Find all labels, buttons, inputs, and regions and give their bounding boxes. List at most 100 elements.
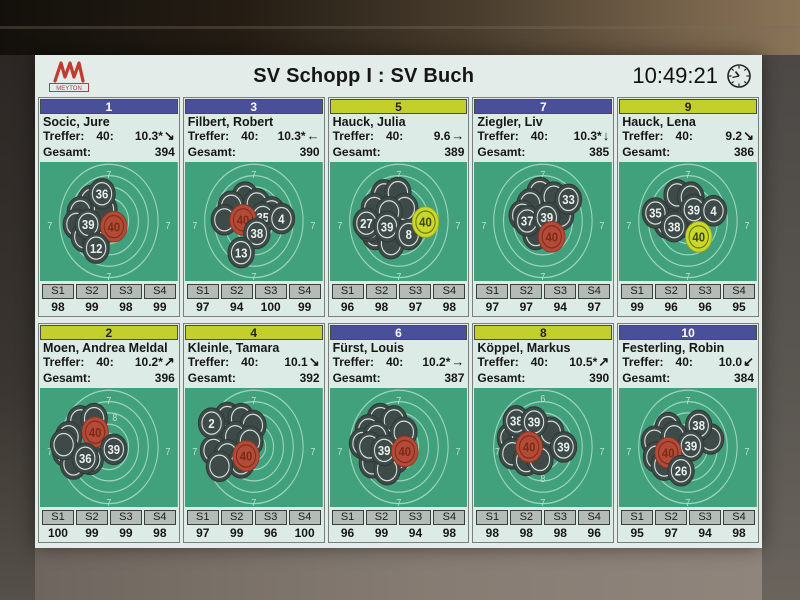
target-svg: 7 7 7 7 27 39 8 40 [329,162,468,281]
series-score: 97 [664,526,678,540]
series-column-header: S3 [544,284,577,299]
svg-text:40: 40 [108,220,121,235]
svg-text:39: 39 [558,440,571,455]
svg-text:13: 13 [235,246,248,261]
shot-count: 40: [385,355,404,369]
svg-text:38: 38 [693,418,706,433]
series-score: 98 [374,300,389,314]
series-score: 99 [153,300,167,314]
shot-hole-40: 40 [81,416,109,448]
series-header-row: S1 S2 S3 S4 [331,510,466,525]
shooter-panel: 10 Festerling, Robin Treffer: 40: 10.0 ↙… [617,323,759,543]
shot-hole-40: 40 [390,435,419,468]
last-shot-value: 10.5* [569,355,598,369]
shot-count: 40: [96,355,114,369]
ring-number: 7 [192,446,197,458]
svg-text:4: 4 [711,204,717,219]
shot-hole-13: 13 [227,236,255,269]
svg-text:27: 27 [360,216,373,231]
svg-text:39: 39 [380,220,393,235]
ring-number: 7 [251,497,256,507]
series-score: 99 [374,526,389,540]
target: 7 7 7 7 35 4 40 38 13 [184,162,323,281]
treffer-row: Treffer: 40: 10.3* ← [184,129,324,145]
shot-count: 40: [241,129,259,143]
treffer-label: Treffer: [43,129,85,143]
ring-number: 7 [106,395,111,407]
treffer-row: Treffer: 40: 9.2 ↘ [618,129,758,145]
series-score: 96 [263,526,278,540]
ring-number: 7 [455,220,460,232]
series-column-header: S3 [109,284,142,299]
shooter-panel: 9 Hauck, Lena Treffer: 40: 9.2 ↘ Gesamt:… [617,97,759,317]
series-score: 96 [340,526,355,540]
series-column-header: S4 [433,510,466,525]
lane-number: 7 [539,100,547,114]
target-svg: 7 7 7 7 2 40 [184,388,323,507]
series-score: 100 [260,300,281,314]
treffer-label: Treffer: [477,129,519,143]
ring-number: 7 [745,446,750,458]
shooter-panel: 5 Hauck, Julia Treffer: 40: 9.6 → Gesamt… [327,97,470,317]
series-column-header: S1 [42,510,74,525]
gesamt-value: 384 [733,371,754,385]
ring-number: 7 [396,497,401,507]
gesamt-label: Gesamt: [332,371,381,385]
svg-text:39: 39 [528,415,541,430]
shot-hole-39: 39 [677,430,705,462]
series-column-header: S3 [399,284,432,299]
ring-number: 7 [686,271,691,281]
shot-hole-40: 40 [685,221,713,253]
ring-number: 7 [192,220,197,232]
series-score: 96 [664,300,678,314]
shot-hole-39: 39 [520,406,549,438]
series-table: S1 S2 S3 S4 97 99 96 100 [184,508,324,542]
last-shot-value: 10.2* [134,355,163,369]
ring-number: 7 [627,446,632,458]
gesamt-row: Gesamt: 389 [329,145,469,161]
gesamt-label: Gesamt: [477,371,526,385]
treffer-label: Treffer: [43,355,85,369]
series-column-header: S1 [186,510,219,525]
series-table: S1 S2 S3 S4 96 99 94 98 [329,508,469,542]
ring-number: 7 [47,220,52,232]
treffer-label: Treffer: [187,129,230,143]
series-column-header: S4 [723,510,755,525]
series-column-header: S4 [723,284,755,299]
series-score: 97 [196,300,210,314]
series-column-header: S3 [109,510,142,525]
series-column-header: S1 [331,510,364,525]
shooter-name: Filbert, Robert [187,115,274,129]
series-score: 96 [340,300,355,314]
meyton-logo: MEYTON [43,60,95,92]
shot-hole-4: 4 [267,202,295,235]
series-header-row: S1 S2 S3 S4 [186,510,321,525]
gesamt-value: 390 [299,145,320,159]
series-score: 99 [297,300,312,314]
ring-number: 7 [47,446,52,458]
series-score: 98 [442,526,457,540]
series-column-header: S2 [365,284,398,299]
projection-screen: MEYTON SV Schopp I : SV Buch 10:49:21 1 [35,55,762,548]
lane-number-header: 3 [184,99,323,114]
series-score: 98 [51,300,65,314]
series-header-row: S1 S2 S3 S4 [621,510,755,525]
series-value-row: 97 99 96 100 [187,525,321,541]
lane-number-header: 2 [40,325,178,340]
clock-icon [727,64,751,88]
series-score: 96 [698,300,712,314]
lane-number-header: 1 [40,99,178,114]
gesamt-value: 390 [589,371,610,385]
series-score: 94 [553,300,567,314]
svg-text:MEYTON: MEYTON [56,86,82,92]
series-column-header: S1 [621,284,654,299]
series-column-header: S4 [143,284,176,299]
shooter-name: Kleinle, Tamara [187,341,280,355]
lane-number: 10 [681,326,695,340]
series-table: S1 S2 S3 S4 95 97 94 98 [618,508,758,542]
svg-text:35: 35 [649,206,662,221]
shot-hole-39: 39 [372,210,401,243]
